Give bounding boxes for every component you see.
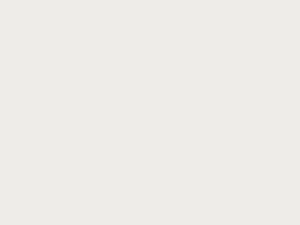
- Text: □ To calculate the number of neutrons:: □ To calculate the number of neutrons:: [15, 61, 166, 70]
- Text: □ You try with Barium – Atomic mass = 137, Atomic # = 56: □ You try with Barium – Atomic mass = 13…: [15, 130, 244, 140]
- Text: 1.    Round off the atomic mass: 1. Round off the atomic mass: [27, 71, 146, 80]
- Text: □ Example:: □ Example:: [21, 90, 66, 99]
- Text: number of protons in a nucleus: number of protons in a nucleus: [15, 45, 142, 54]
- Text: □ The atomic number is ALWAYS the same as the: □ The atomic number is ALWAYS the same a…: [15, 35, 205, 44]
- Text: □ Chlorine – Atomic mass = 36, Atomic # = 17: □ Chlorine – Atomic mass = 36, Atomic # …: [21, 99, 202, 108]
- Text: □ 36 – 17 = 19 (the number of neutrons): □ 36 – 17 = 19 (the number of neutrons): [21, 109, 179, 118]
- Text: Atom Review: Atom Review: [15, 12, 120, 27]
- Text: □ 137 – 56 = 81: □ 137 – 56 = 81: [15, 140, 78, 149]
- Text: 2.    Calculate:  Atomic mass – atomic number = neutrons: 2. Calculate: Atomic mass – atomic numbe…: [27, 80, 248, 89]
